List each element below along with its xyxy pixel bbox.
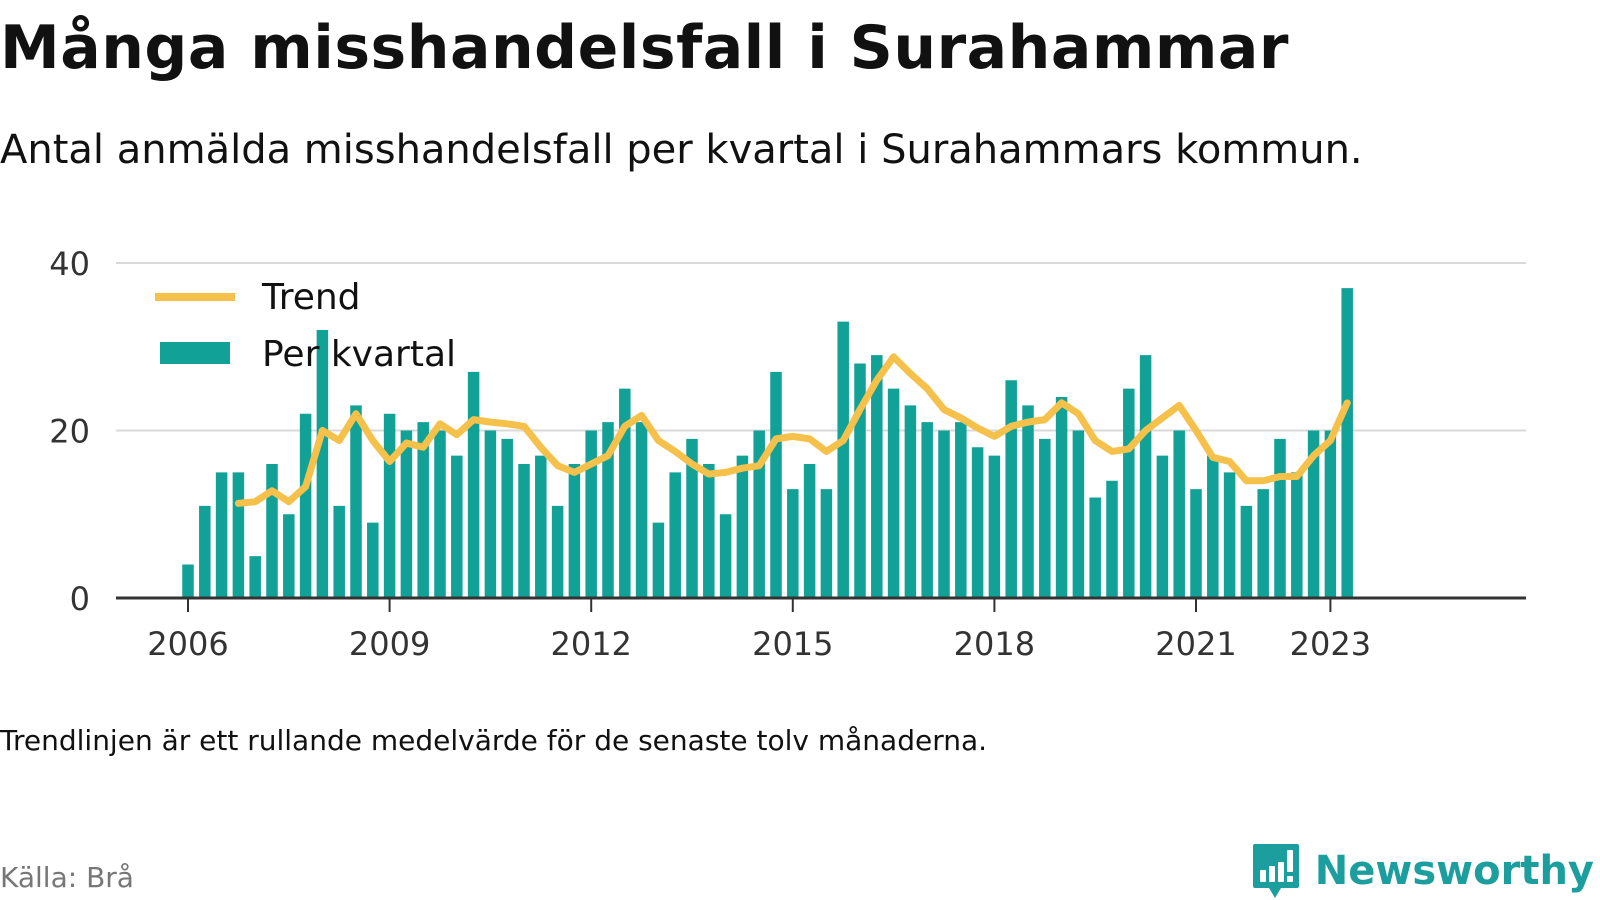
y-tick-label: 40	[49, 245, 90, 283]
bar-2015-Q1	[787, 489, 799, 599]
bar-2011-Q3	[551, 505, 564, 599]
bar-2012-Q2	[602, 422, 614, 599]
legend-swatch-per-kvartal	[160, 342, 230, 364]
bar-2017-Q1	[921, 422, 933, 599]
bar-2020-Q2	[1139, 355, 1152, 599]
bar-2007-Q4	[299, 413, 312, 598]
bar-2015-Q2	[803, 464, 816, 598]
bar-2020-Q1	[1123, 388, 1135, 599]
bar-2017-Q4	[971, 447, 984, 598]
bar-2019-Q3	[1089, 497, 1101, 598]
chart-area: 0 20 40 2006 2009 2012 2015 2018 2021 2023 Trend P…	[49, 245, 1526, 663]
bar-2010-Q4	[501, 438, 513, 599]
source-label: Källa: Brå	[0, 861, 134, 894]
bar-2022-Q3	[1291, 472, 1303, 599]
bar-2020-Q4	[1173, 430, 1185, 598]
x-tick-label: 2012	[550, 625, 631, 663]
bar-2013-Q2	[669, 472, 681, 599]
bar-2009-Q2	[400, 430, 413, 598]
bar-2007-Q2	[266, 464, 278, 598]
bar-2012-Q4	[635, 422, 648, 599]
bar-2011-Q4	[568, 464, 581, 598]
bar-2010-Q1	[451, 455, 463, 599]
legend-label-per-kvartal: Per kvartal	[262, 334, 456, 375]
bar-2018-Q1	[988, 455, 1001, 599]
bar-2022-Q2	[1274, 438, 1286, 599]
bar-2009-Q4	[434, 430, 446, 598]
bar-2019-Q1	[1055, 397, 1068, 598]
legend-label-trend: Trend	[261, 277, 361, 318]
bars-per-kvartal	[182, 288, 1353, 599]
bar-2008-Q3	[350, 405, 362, 599]
bar-2009-Q3	[417, 422, 429, 599]
bar-2006-Q4	[232, 472, 245, 599]
bar-2007-Q1	[249, 556, 261, 599]
chart-title: Många misshandelsfall i Surahammar	[0, 13, 1289, 83]
bar-2014-Q1	[719, 514, 732, 598]
bar-2021-Q1	[1190, 489, 1202, 599]
y-tick-label: 0	[70, 580, 90, 618]
bar-2015-Q4	[837, 321, 849, 599]
bar-2016-Q4	[904, 405, 917, 599]
brand-name: Newsworthy	[1314, 848, 1594, 894]
bar-2010-Q2	[467, 371, 480, 599]
bar-2021-Q3	[1223, 472, 1236, 599]
bar-2020-Q3	[1156, 455, 1169, 599]
bar-2007-Q3	[283, 514, 295, 598]
bar-2017-Q3	[955, 422, 967, 599]
bar-2021-Q4	[1240, 505, 1253, 599]
bar-2023-Q1	[1324, 430, 1337, 598]
x-tick-label: 2021	[1155, 625, 1236, 663]
bar-2018-Q2	[1005, 380, 1017, 598]
x-tick-label: 2023	[1290, 625, 1371, 663]
brand: Newsworthy	[1251, 842, 1594, 900]
chart-subtitle: Antal anmälda misshandelsfall per kvarta…	[0, 127, 1363, 173]
bar-2008-Q2	[333, 505, 345, 599]
axes: 0 20 40 2006 2009 2012 2015 2018 2021 2023	[49, 245, 1526, 663]
bar-2006-Q1	[182, 564, 194, 598]
x-tick-label: 2009	[349, 625, 430, 663]
bar-2014-Q3	[753, 430, 765, 598]
bar-2013-Q3	[686, 438, 698, 599]
bar-2013-Q4	[703, 464, 715, 598]
bar-2013-Q1	[652, 522, 665, 599]
x-tick-label: 2015	[752, 625, 833, 663]
bar-2012-Q3	[619, 388, 631, 599]
bar-2017-Q2	[938, 430, 950, 598]
bar-2010-Q3	[484, 430, 497, 598]
legend: Trend Per kvartal	[155, 277, 456, 375]
bar-2022-Q1	[1257, 489, 1269, 599]
bar-2008-Q1	[316, 330, 329, 598]
y-tick-label: 20	[49, 413, 90, 451]
bar-2009-Q1	[383, 413, 396, 598]
bar-2014-Q2	[736, 455, 749, 599]
bar-2015-Q3	[820, 489, 833, 599]
bar-2023-Q2	[1341, 288, 1353, 599]
trend-line	[234, 353, 1351, 507]
x-tick-label: 2006	[147, 625, 228, 663]
bar-2021-Q2	[1207, 455, 1219, 599]
bar-2012-Q1	[585, 430, 597, 598]
x-tick-label: 2018	[954, 625, 1035, 663]
bar-2011-Q1	[518, 464, 530, 598]
bar-2022-Q4	[1307, 430, 1320, 598]
bar-2008-Q4	[367, 522, 379, 599]
bar-2016-Q2	[871, 355, 883, 599]
bar-2014-Q4	[770, 371, 782, 599]
bar-chart-speech-bubble-icon	[1252, 844, 1299, 898]
bar-2019-Q4	[1106, 480, 1118, 598]
bar-2011-Q2	[535, 455, 547, 599]
bar-2006-Q3	[215, 472, 228, 599]
bar-2016-Q1	[854, 363, 866, 598]
bar-2006-Q2	[199, 505, 211, 599]
bar-2019-Q2	[1072, 430, 1085, 598]
bar-2016-Q3	[887, 388, 900, 599]
bar-2018-Q3	[1022, 405, 1034, 599]
footnote: Trendlinjen är ett rullande medelvärde f…	[0, 724, 988, 757]
trend-line-layer	[234, 353, 1351, 507]
bar-2018-Q4	[1039, 438, 1051, 599]
